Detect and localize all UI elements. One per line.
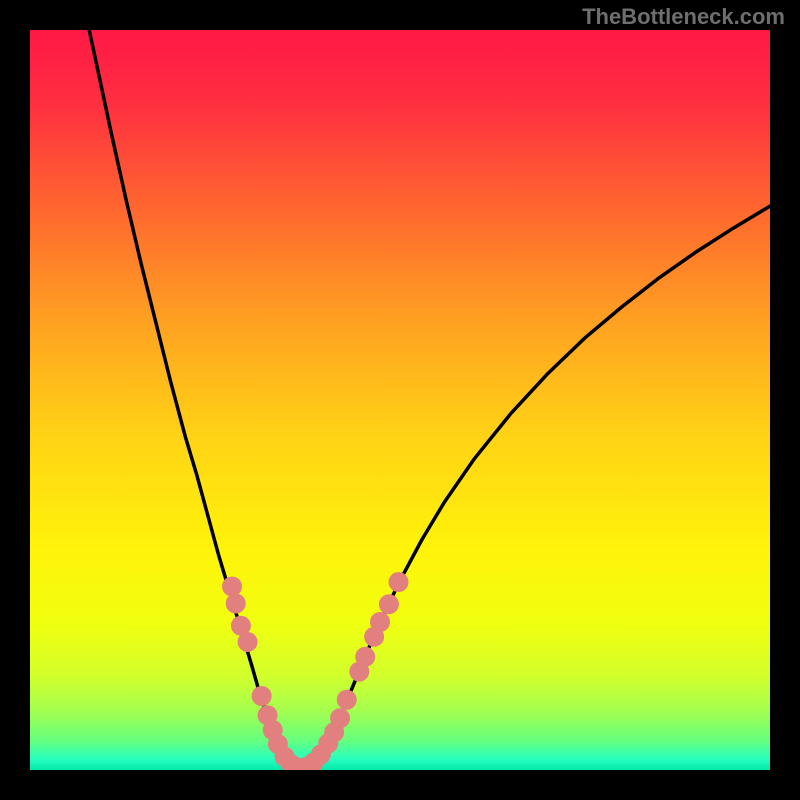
curve-markers [222,572,408,770]
marker-dot [238,632,258,652]
marker-dot [337,690,357,710]
marker-dot [379,594,399,614]
marker-dot [222,576,242,596]
watermark-text: TheBottleneck.com [582,4,785,30]
marker-dot [389,572,409,592]
marker-dot [330,708,350,728]
marker-dot [370,612,390,632]
plot-area [30,30,770,770]
chart-svg [30,30,770,770]
marker-dot [226,594,246,614]
marker-dot [355,647,375,667]
marker-dot [252,686,272,706]
bottleneck-curve [89,30,770,767]
